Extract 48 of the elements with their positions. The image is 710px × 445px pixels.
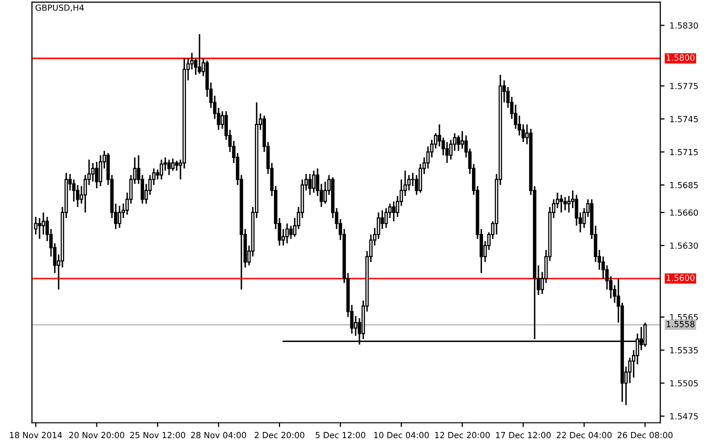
candlestick — [38, 217, 42, 240]
candlestick — [460, 130, 464, 150]
x-tick-label: 10 Dec 04:00 — [374, 432, 429, 438]
y-tick-label: 1.5685 — [670, 182, 698, 188]
y-tick-label: 1.5830 — [670, 22, 698, 29]
candlestick — [445, 141, 449, 164]
candlestick — [456, 134, 460, 152]
candlestick — [354, 315, 358, 336]
x-tick-label: 20 Nov 20:00 — [69, 432, 124, 438]
candlestick — [167, 158, 171, 176]
x-tick-label: 5 Dec 12:00 — [316, 432, 366, 438]
candlestick — [94, 161, 98, 189]
x-tick-label: 18 Nov 2014 — [10, 432, 62, 438]
candlestick — [308, 173, 312, 196]
candlestick — [42, 212, 46, 236]
candlestick — [392, 200, 396, 222]
candlestick — [289, 225, 293, 240]
y-tick-label: 1.5505 — [670, 380, 698, 386]
candlestick — [171, 158, 175, 172]
candlestick — [285, 222, 289, 244]
candlestick — [198, 33, 202, 74]
x-tick-label: 17 Dec 12:00 — [496, 432, 551, 438]
candlestick — [312, 170, 316, 194]
y-tick-label: 1.5535 — [670, 347, 698, 354]
y-tick-label: 1.5475 — [670, 413, 698, 420]
x-tick-label: 2 Dec 20:00 — [254, 432, 304, 438]
candlestick — [118, 205, 122, 229]
y-tick-label: 1.5630 — [670, 242, 698, 249]
candlestick — [560, 194, 563, 214]
x-tick-label: 12 Dec 20:00 — [435, 432, 490, 438]
x-tick-label: 26 Dec 08:00 — [618, 432, 673, 438]
candlestick — [384, 207, 388, 229]
y-tick-label: 1.5660 — [670, 209, 698, 216]
x-tick-label: 22 Dec 04:00 — [556, 432, 612, 438]
candlestick — [174, 160, 178, 172]
y-tick-label: 1.5715 — [670, 149, 698, 156]
ref-line-label: 1.5800 — [666, 54, 694, 61]
candlestick — [160, 158, 164, 180]
x-tick-label: 28 Nov 04:00 — [191, 432, 246, 438]
y-tick-label: 1.5775 — [670, 82, 698, 90]
chart-title: GBPUSD,H4 — [36, 4, 84, 12]
ref-line-label: 1.5600 — [666, 274, 694, 281]
candlestick — [563, 196, 567, 211]
candlestick — [411, 172, 414, 187]
x-tick-label: 25 Nov 12:00 — [130, 432, 186, 438]
y-tick-label: 1.5745 — [670, 116, 698, 122]
candlestick — [91, 162, 95, 182]
ref-line-label: 1.5558 — [666, 320, 694, 328]
